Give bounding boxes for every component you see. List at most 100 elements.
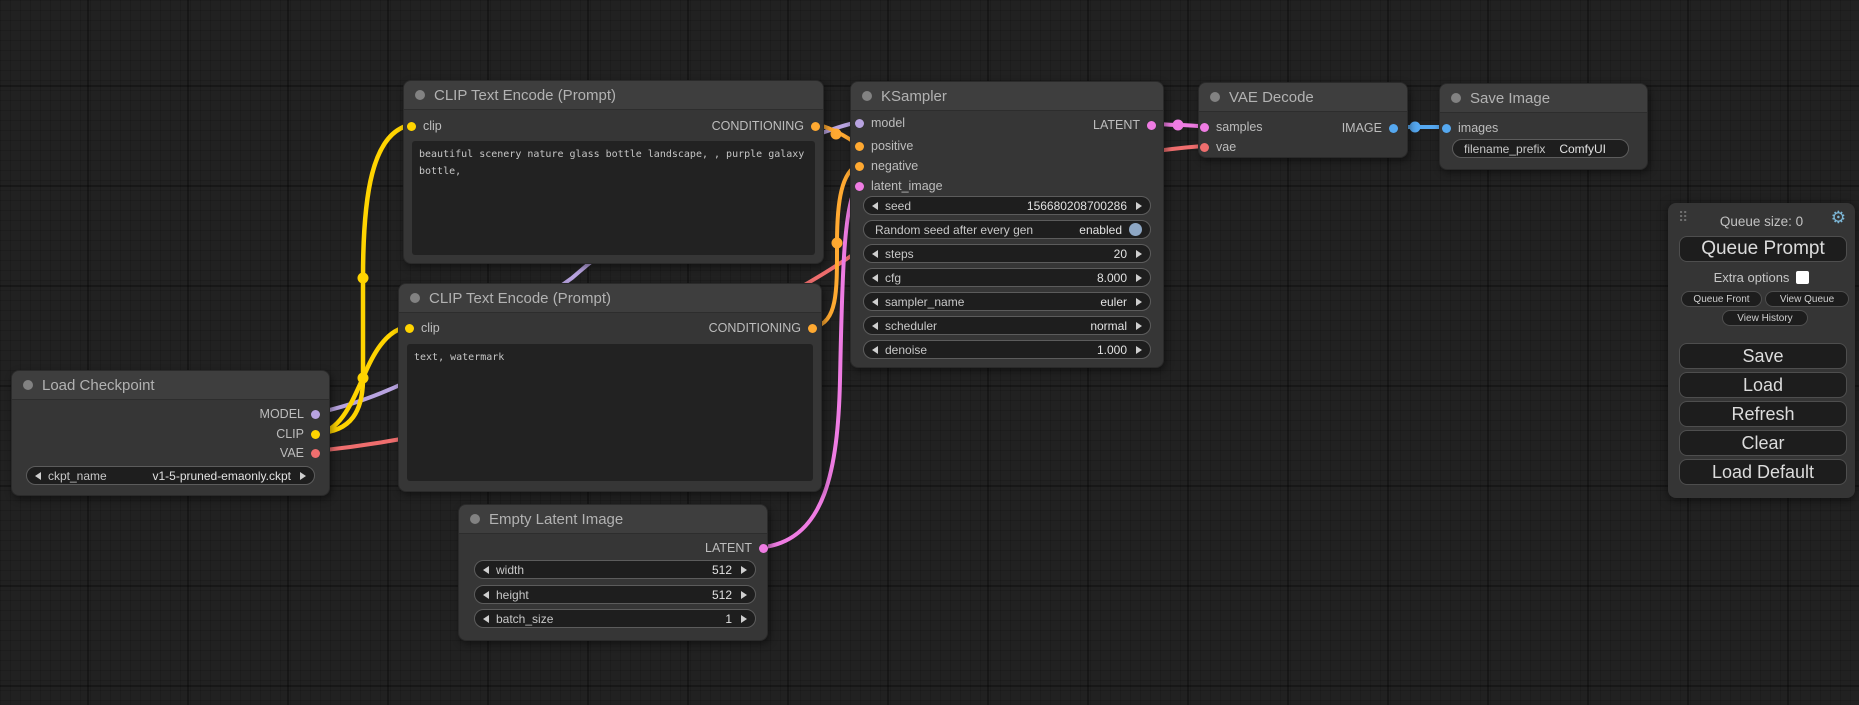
view-queue-button[interactable]: View Queue — [1765, 291, 1849, 307]
collapse-dot-icon[interactable] — [23, 380, 33, 390]
node-title-bar[interactable]: VAE Decode — [1199, 83, 1407, 112]
output-slot-conditioning[interactable]: CONDITIONING — [712, 119, 820, 133]
node-title-bar[interactable]: CLIP Text Encode (Prompt) — [399, 284, 821, 313]
clip-output-dot[interactable] — [311, 429, 320, 439]
prompt-textarea[interactable]: text, watermark — [407, 344, 813, 481]
collapse-dot-icon[interactable] — [470, 514, 480, 524]
clear-button[interactable]: Clear — [1679, 430, 1847, 456]
view-history-button[interactable]: View History — [1722, 310, 1808, 326]
link-midpoint-dot[interactable] — [357, 272, 369, 284]
collapse-dot-icon[interactable] — [1451, 93, 1461, 103]
link-midpoint-dot[interactable] — [1409, 121, 1421, 133]
output-slot-image[interactable]: IMAGE — [1342, 121, 1398, 135]
collapse-dot-icon[interactable] — [862, 91, 872, 101]
increment-arrow-icon[interactable] — [741, 565, 747, 574]
clip-input-dot[interactable] — [405, 323, 414, 333]
node-clip-text-encode-negative[interactable]: CLIP Text Encode (Prompt) clip CONDITION… — [398, 283, 822, 492]
input-slot-model[interactable]: model — [855, 116, 905, 130]
link-wire-latent-in[interactable] — [763, 183, 860, 549]
input-slot-samples[interactable]: samples — [1200, 120, 1263, 134]
node-vae-decode[interactable]: VAE Decode samples vae IMAGE — [1198, 82, 1408, 158]
input-slot-positive[interactable]: positive — [855, 139, 913, 153]
increment-arrow-icon[interactable] — [1136, 201, 1142, 210]
prompt-textarea[interactable]: beautiful scenery nature glass bottle la… — [412, 141, 815, 255]
increment-arrow-icon[interactable] — [300, 471, 306, 480]
refresh-button[interactable]: Refresh — [1679, 401, 1847, 427]
model-input-dot[interactable] — [855, 118, 864, 128]
widget-batch-size[interactable]: batch_size 1 — [474, 609, 756, 628]
latent-output-dot[interactable] — [1147, 120, 1156, 130]
conditioning-output-dot[interactable] — [808, 323, 817, 333]
decrement-arrow-icon[interactable] — [483, 614, 489, 623]
queue-prompt-button[interactable]: Queue Prompt — [1679, 236, 1847, 262]
widget-height[interactable]: height 512 — [474, 585, 756, 604]
node-title-bar[interactable]: Load Checkpoint — [12, 371, 329, 400]
node-clip-text-encode-positive[interactable]: CLIP Text Encode (Prompt) clip CONDITION… — [403, 80, 824, 264]
input-slot-clip[interactable]: clip — [407, 119, 442, 133]
increment-arrow-icon[interactable] — [1136, 321, 1142, 330]
decrement-arrow-icon[interactable] — [35, 471, 41, 480]
latent-output-dot[interactable] — [759, 543, 768, 553]
extra-options-checkbox[interactable] — [1796, 271, 1810, 284]
widget-filename-prefix[interactable]: filename_prefix ComfyUI — [1452, 139, 1629, 158]
input-slot-latent-image[interactable]: latent_image — [855, 179, 943, 193]
input-slot-negative[interactable]: negative — [855, 159, 918, 173]
node-load-checkpoint[interactable]: Load Checkpoint MODEL CLIP VAE ckpt_name… — [11, 370, 330, 496]
load-default-button[interactable]: Load Default — [1679, 459, 1847, 485]
output-slot-latent[interactable]: LATENT — [1093, 118, 1156, 132]
images-input-dot[interactable] — [1442, 123, 1451, 133]
widget-sampler-name[interactable]: sampler_name euler — [863, 292, 1151, 311]
enabled-toggle-icon[interactable] — [1129, 223, 1142, 236]
clip-input-dot[interactable] — [407, 121, 416, 131]
output-slot-vae[interactable]: VAE — [280, 446, 320, 460]
collapse-dot-icon[interactable] — [410, 293, 420, 303]
model-output-dot[interactable] — [311, 409, 320, 419]
queue-panel[interactable]: ⠿ Queue size: 0 ⚙ Queue Prompt Extra opt… — [1668, 203, 1855, 498]
latent-input-dot[interactable] — [855, 181, 864, 191]
collapse-dot-icon[interactable] — [1210, 92, 1220, 102]
node-title-bar[interactable]: CLIP Text Encode (Prompt) — [404, 81, 823, 110]
gear-icon[interactable]: ⚙ — [1830, 208, 1846, 227]
increment-arrow-icon[interactable] — [1136, 345, 1142, 354]
node-title-bar[interactable]: KSampler — [851, 82, 1163, 111]
image-output-dot[interactable] — [1389, 123, 1398, 133]
output-slot-clip[interactable]: CLIP — [276, 427, 320, 441]
widget-cfg[interactable]: cfg 8.000 — [863, 268, 1151, 287]
link-midpoint-dot[interactable] — [1172, 119, 1184, 131]
node-title-bar[interactable]: Empty Latent Image — [459, 505, 767, 534]
load-button[interactable]: Load — [1679, 372, 1847, 398]
queue-front-button[interactable]: Queue Front — [1681, 291, 1762, 307]
vae-output-dot[interactable] — [311, 448, 320, 458]
node-save-image[interactable]: Save Image images filename_prefix ComfyU… — [1439, 83, 1648, 170]
decrement-arrow-icon[interactable] — [872, 249, 878, 258]
increment-arrow-icon[interactable] — [741, 614, 747, 623]
collapse-dot-icon[interactable] — [415, 90, 425, 100]
increment-arrow-icon[interactable] — [1136, 273, 1142, 282]
output-slot-conditioning[interactable]: CONDITIONING — [709, 321, 817, 335]
positive-input-dot[interactable] — [855, 141, 864, 151]
increment-arrow-icon[interactable] — [1136, 249, 1142, 258]
conditioning-output-dot[interactable] — [811, 121, 820, 131]
link-midpoint-dot[interactable] — [831, 237, 843, 249]
decrement-arrow-icon[interactable] — [872, 321, 878, 330]
link-wire-clip-1[interactable] — [314, 122, 413, 436]
negative-input-dot[interactable] — [855, 161, 864, 171]
input-slot-clip[interactable]: clip — [405, 321, 440, 335]
input-slot-vae[interactable]: vae — [1200, 140, 1236, 154]
output-slot-model[interactable]: MODEL — [260, 407, 320, 421]
increment-arrow-icon[interactable] — [1136, 297, 1142, 306]
vae-input-dot[interactable] — [1200, 142, 1209, 152]
node-ksampler[interactable]: KSampler model positive negative latent_… — [850, 81, 1164, 368]
widget-width[interactable]: width 512 — [474, 560, 756, 579]
decrement-arrow-icon[interactable] — [483, 590, 489, 599]
node-title-bar[interactable]: Save Image — [1440, 84, 1647, 113]
save-button[interactable]: Save — [1679, 343, 1847, 369]
widget-seed-control[interactable]: Random seed after every gen enabled — [863, 220, 1151, 239]
drag-handle-icon[interactable]: ⠿ — [1678, 209, 1689, 225]
widget-denoise[interactable]: denoise 1.000 — [863, 340, 1151, 359]
widget-steps[interactable]: steps 20 — [863, 244, 1151, 263]
decrement-arrow-icon[interactable] — [872, 273, 878, 282]
decrement-arrow-icon[interactable] — [872, 297, 878, 306]
samples-input-dot[interactable] — [1200, 122, 1209, 132]
